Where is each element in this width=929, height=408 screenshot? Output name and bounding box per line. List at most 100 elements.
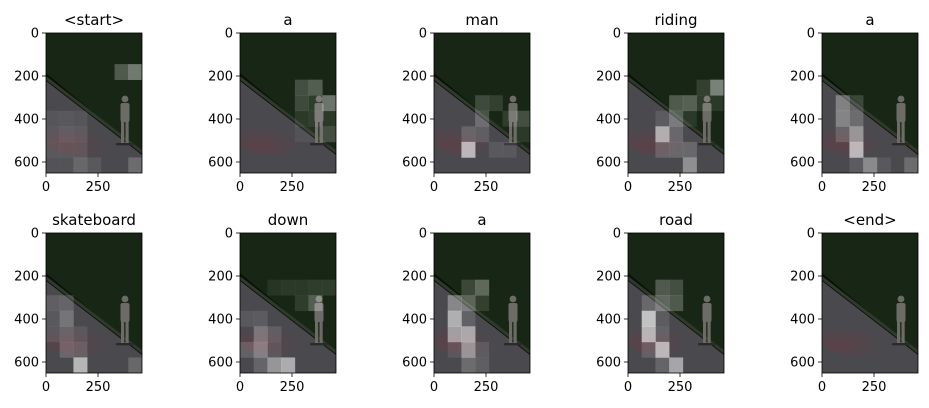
panel-title: <end> xyxy=(843,211,896,229)
skateboarder xyxy=(504,95,522,146)
panel-title: a xyxy=(283,11,292,29)
y-tick-label: 0 xyxy=(225,27,233,42)
foliage xyxy=(46,233,142,353)
photo xyxy=(822,33,918,173)
y-tick-label: 0 xyxy=(613,227,621,242)
y-tick-label: 200 xyxy=(402,70,427,85)
panel-title: a xyxy=(477,211,486,229)
x-tick-label: 0 xyxy=(818,380,826,395)
y-tick-label: 200 xyxy=(596,270,621,285)
y-tick-label: 400 xyxy=(402,113,427,128)
attention-cell xyxy=(128,157,143,174)
axes-frame xyxy=(821,32,919,174)
attention-map xyxy=(835,95,919,174)
attention-cell xyxy=(46,310,61,327)
foliage xyxy=(822,33,918,153)
attention-cell xyxy=(655,357,670,374)
attention-cell xyxy=(502,110,517,127)
attention-map xyxy=(655,79,725,174)
attention-cell xyxy=(322,95,337,112)
attention-cell xyxy=(59,110,74,127)
attention-cell xyxy=(253,310,268,327)
attention-cell xyxy=(308,79,323,96)
axes-frame xyxy=(821,232,919,374)
foliage xyxy=(628,233,724,353)
attention-cell xyxy=(641,310,656,327)
attention-cell xyxy=(87,157,102,174)
attention-cell xyxy=(73,341,88,358)
attention-cell xyxy=(308,295,323,312)
y-tick-label: 400 xyxy=(596,313,621,328)
foliage xyxy=(46,33,142,153)
y-tick-label: 400 xyxy=(790,313,815,328)
attention-cell xyxy=(876,157,891,174)
axes-frame xyxy=(45,32,143,174)
x-tick-label: 0 xyxy=(818,180,826,195)
panel-title: <start> xyxy=(64,11,124,29)
road-markings xyxy=(240,120,313,156)
attention-cell xyxy=(294,126,309,143)
attention-cell xyxy=(475,341,490,358)
photo xyxy=(240,233,336,373)
axes-frame xyxy=(627,32,725,174)
panel-title: a xyxy=(865,11,874,29)
attention-cell xyxy=(655,141,670,158)
attention-cell xyxy=(655,295,670,312)
road-markings xyxy=(240,320,313,356)
x-tick-label: 250 xyxy=(668,380,693,395)
attention-cell xyxy=(447,310,462,327)
attention-cell xyxy=(849,157,864,174)
attention-cell xyxy=(516,126,531,143)
y-tick-label: 200 xyxy=(596,70,621,85)
axes-frame xyxy=(433,232,531,374)
axes-frame xyxy=(239,32,337,174)
attention-map xyxy=(641,279,684,374)
attention-cell xyxy=(59,295,74,312)
attention-cell xyxy=(461,326,476,343)
y-tick-label: 400 xyxy=(596,113,621,128)
attention-cell xyxy=(46,157,61,174)
panel-title: man xyxy=(465,11,498,29)
x-tick-label: 0 xyxy=(624,380,632,395)
y-tick-label: 400 xyxy=(208,313,233,328)
y-tick-label: 0 xyxy=(31,227,39,242)
y-tick-label: 0 xyxy=(419,227,427,242)
y-tick-label: 200 xyxy=(790,70,815,85)
x-tick-label: 250 xyxy=(280,380,305,395)
attention-cell xyxy=(669,110,684,127)
attention-cell xyxy=(710,95,725,112)
attention-cell xyxy=(73,157,88,174)
skateboarder xyxy=(504,295,522,346)
attention-cell xyxy=(669,95,684,112)
y-tick-label: 0 xyxy=(613,27,621,42)
attention-map xyxy=(46,64,143,174)
y-tick-label: 0 xyxy=(807,27,815,42)
y-tick-label: 200 xyxy=(14,70,39,85)
road-markings xyxy=(822,120,895,156)
x-tick-label: 250 xyxy=(86,180,111,195)
x-tick-label: 250 xyxy=(280,180,305,195)
skateboarder xyxy=(310,95,328,146)
attention-cell xyxy=(240,341,255,358)
road-markings xyxy=(434,120,507,156)
attention-cell xyxy=(475,110,490,127)
road-markings xyxy=(822,320,895,356)
axes-frame xyxy=(627,232,725,374)
attention-cell xyxy=(59,126,74,143)
attention-cell xyxy=(59,326,74,343)
x-tick-label: 0 xyxy=(236,380,244,395)
y-tick-label: 400 xyxy=(402,313,427,328)
axes-frame xyxy=(45,232,143,374)
attention-cell xyxy=(655,326,670,343)
y-tick-label: 400 xyxy=(790,113,815,128)
attention-cell xyxy=(73,141,88,158)
y-tick-label: 600 xyxy=(596,156,621,171)
attention-cell xyxy=(475,95,490,112)
attention-cell xyxy=(253,341,268,358)
photo xyxy=(434,233,530,373)
